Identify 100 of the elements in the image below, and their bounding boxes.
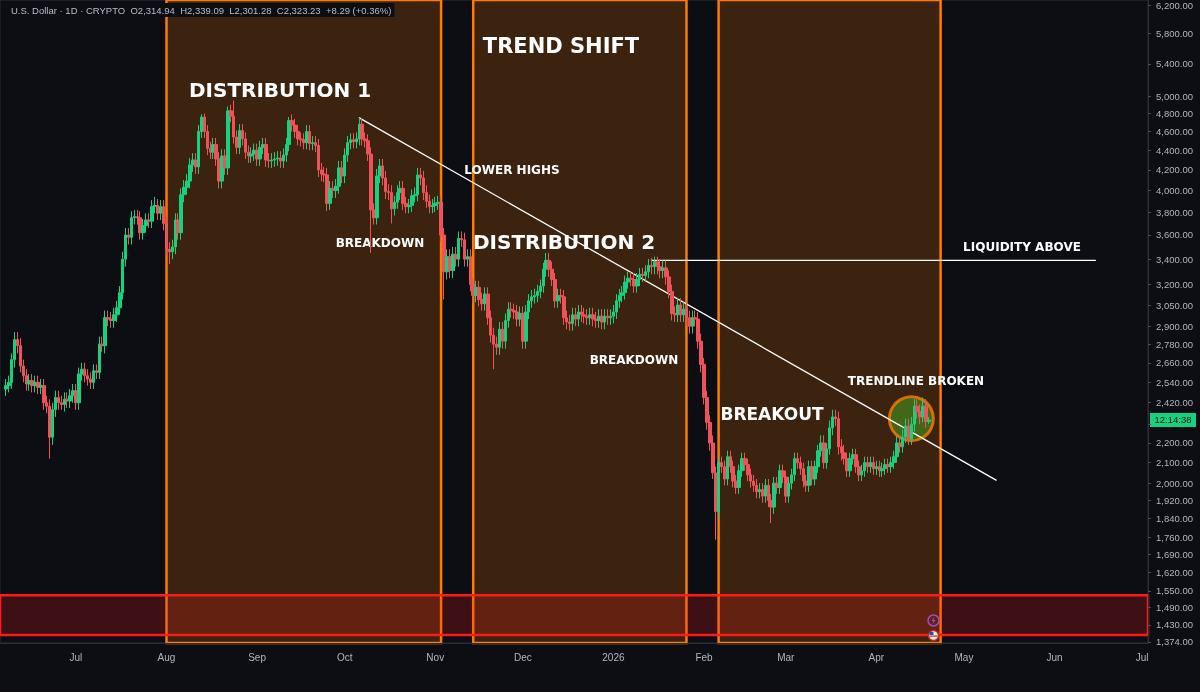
candlestick (89, 371, 92, 390)
candlestick (270, 152, 273, 169)
candlestick (600, 308, 604, 330)
candlestick (352, 132, 355, 149)
candlestick (57, 390, 60, 411)
candlestick (863, 456, 866, 478)
y-tick-label: 5,400.00 (1156, 58, 1193, 70)
candlestick (515, 304, 519, 327)
candlestick (176, 212, 180, 241)
y-tick-label: 2,000.00 (1156, 477, 1193, 489)
y-tick-label: 1,430.00 (1156, 619, 1193, 631)
candlestick (568, 314, 571, 332)
x-tick-label: Jul (69, 651, 83, 663)
candlestick (927, 416, 931, 425)
candlestick (159, 199, 162, 221)
candlestick (615, 293, 618, 320)
candlestick (466, 248, 469, 268)
x-tick-label: Oct (336, 651, 353, 663)
candlestick (39, 378, 43, 395)
candlestick (533, 288, 536, 305)
candlestick (325, 167, 329, 212)
y-tick-label: 2,200.00 (1156, 437, 1193, 449)
candlestick (498, 321, 501, 356)
candlestick (273, 151, 276, 168)
candlestick (571, 307, 574, 332)
candlestick (258, 140, 262, 167)
candlestick (127, 227, 130, 245)
candlestick (758, 482, 761, 499)
y-tick-label: 2,540.00 (1156, 376, 1193, 388)
candlestick (509, 301, 513, 319)
text: TREND SHIFT (482, 33, 640, 58)
candlestick (606, 308, 609, 326)
candlestick (308, 124, 311, 151)
candlestick (279, 150, 282, 169)
candlestick (761, 482, 764, 504)
candlestick (65, 391, 69, 409)
candlestick (682, 301, 685, 323)
candlestick (691, 310, 694, 335)
y-tick-label: 1,690.00 (1156, 548, 1193, 560)
candlestick (156, 198, 159, 221)
candlestick (220, 148, 224, 189)
candlestick (603, 308, 606, 330)
candlestick (477, 280, 481, 307)
candlestick (27, 373, 31, 392)
candlestick (463, 232, 466, 268)
annotation: LIQUIDITY ABOVE (963, 240, 1081, 254)
candlestick (775, 476, 779, 495)
candlestick (238, 123, 241, 155)
candlestick (30, 373, 34, 393)
candlestick (483, 286, 487, 312)
candlestick (451, 246, 455, 279)
candlestick (457, 230, 460, 268)
candlestick (311, 135, 314, 151)
candlestick (907, 418, 910, 446)
candlestick (679, 297, 682, 323)
candlestick (138, 210, 142, 241)
candlestick (574, 307, 577, 327)
candlestick (4, 378, 8, 397)
candlestick (915, 398, 919, 420)
candlestick (875, 460, 878, 476)
x-tick-label: Jun (1046, 651, 1063, 663)
candlestick (588, 307, 592, 326)
candlestick (264, 137, 268, 168)
candlestick (174, 212, 177, 255)
x-tick-label: Sep (248, 651, 267, 663)
candlestick (580, 304, 583, 323)
candlestick (609, 308, 612, 326)
candlestick (807, 460, 811, 493)
candlestick (302, 132, 306, 150)
candlestick (582, 307, 586, 324)
candlestick (48, 398, 51, 460)
candlestick (872, 456, 875, 476)
candlestick (880, 462, 884, 478)
y-tick-label: 1,760.00 (1156, 531, 1193, 543)
y-tick-label: 2,660.00 (1156, 357, 1193, 369)
candlestick (866, 456, 869, 474)
candlestick (255, 143, 259, 167)
x-tick-label: Apr (868, 651, 885, 663)
candlestick (109, 311, 113, 329)
y-tick-label: 3,400.00 (1156, 253, 1193, 265)
candlestick (328, 180, 332, 211)
y-tick-label: 3,800.00 (1156, 206, 1193, 218)
x-tick-label: Nov (426, 651, 445, 663)
candlestick (150, 199, 154, 229)
candlestick (390, 184, 393, 224)
candlestick (100, 336, 104, 353)
x-tick-label: Mar (777, 651, 796, 663)
candlestick (591, 307, 595, 327)
y-tick-label: 2,100.00 (1156, 457, 1193, 469)
annotation: BREAKOUT (720, 404, 824, 424)
candlestick (518, 305, 522, 327)
candlestick (772, 476, 776, 515)
y-tick-label: 4,200.00 (1156, 164, 1193, 176)
candlestick (68, 388, 72, 409)
candlestick (653, 256, 656, 275)
x-tick-label: Jul (1135, 651, 1149, 663)
candlestick (562, 289, 566, 326)
candlestick (276, 150, 279, 167)
y-tick-label: 1,374.00 (1156, 636, 1193, 648)
candlestick (717, 456, 720, 519)
